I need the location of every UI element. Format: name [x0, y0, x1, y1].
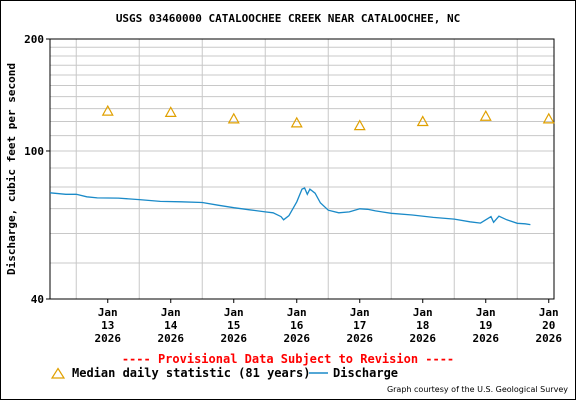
legend-discharge-label: Discharge — [333, 366, 399, 380]
x-tick-label: 2026 — [158, 332, 185, 345]
y-axis: 40 100 200 — [24, 33, 50, 306]
provisional-notice: ---- Provisional Data Subject to Revisio… — [121, 352, 455, 366]
discharge-line — [49, 187, 531, 226]
x-tick-label: Jan — [413, 306, 433, 319]
chart-title: USGS 03460000 CATALOOCHEE CREEK NEAR CAT… — [115, 12, 461, 25]
x-tick-label: 20 — [542, 319, 555, 332]
x-tick-label: 13 — [101, 319, 114, 332]
median-triangle — [416, 115, 429, 127]
x-tick-label: 14 — [164, 319, 178, 332]
x-tick-label: Jan — [98, 306, 118, 319]
x-tick-label: 2026 — [347, 332, 374, 345]
x-tick-label: Jan — [350, 306, 370, 319]
triangle-icon — [50, 367, 66, 379]
x-tick-label: 2026 — [536, 332, 563, 345]
x-tick-label: 2026 — [473, 332, 500, 345]
x-tick-label: 16 — [290, 319, 304, 332]
median-triangle — [290, 116, 303, 128]
median-triangle — [353, 119, 366, 131]
median-triangle — [479, 109, 492, 121]
median-triangle — [101, 104, 114, 116]
median-triangle — [227, 112, 240, 124]
x-tick-label: Jan — [287, 306, 307, 319]
x-tick-label: 15 — [227, 319, 240, 332]
plot-area — [49, 38, 555, 300]
x-tick-label: Jan — [476, 306, 496, 319]
data-marks — [49, 104, 555, 226]
x-tick-label: Jan — [539, 306, 559, 319]
line-icon — [309, 372, 328, 374]
median-triangle — [542, 112, 555, 124]
x-tick-label: Jan — [161, 306, 181, 319]
x-tick-label: 2026 — [221, 332, 248, 345]
legend-median-label: Median daily statistic (81 years) — [72, 366, 311, 380]
x-tick-label: 2026 — [284, 332, 311, 345]
median-triangle — [164, 106, 177, 117]
x-tick-label: 2026 — [95, 332, 122, 345]
x-axis: Jan132026Jan142026Jan152026Jan162026Jan1… — [95, 299, 563, 345]
y-tick-label: 100 — [24, 145, 44, 158]
x-tick-label: 17 — [353, 319, 366, 332]
legend-discharge: Discharge — [309, 366, 398, 380]
y-tick-label: 40 — [31, 293, 44, 306]
x-tick-label: 19 — [479, 319, 492, 332]
y-axis-label: Discharge, cubic feet per second — [5, 63, 18, 275]
x-tick-label: Jan — [224, 306, 244, 319]
grid-lines — [50, 39, 554, 299]
legend-median: Median daily statistic (81 years) — [50, 366, 310, 380]
y-tick-label: 200 — [24, 33, 44, 46]
x-tick-label: 2026 — [410, 332, 437, 345]
courtesy-note: Graph courtesy of the U.S. Geological Su… — [386, 385, 568, 394]
x-tick-label: 18 — [416, 319, 429, 332]
